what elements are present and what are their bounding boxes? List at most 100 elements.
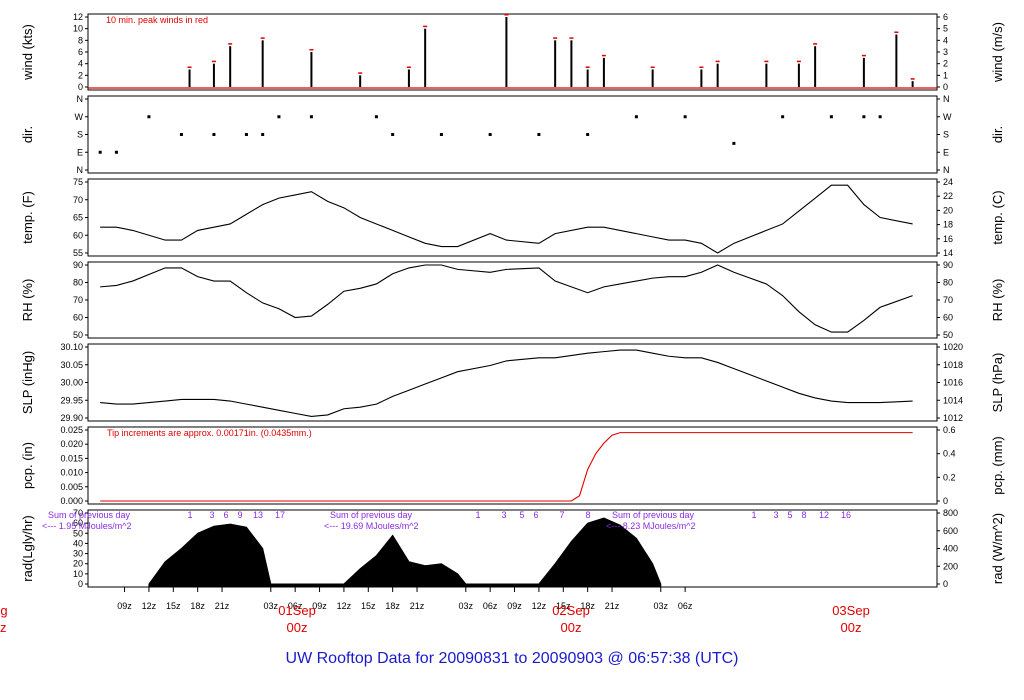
pcp-left-tick-label: 0.025 (60, 425, 83, 435)
wind-right-tick-label: 4 (943, 35, 948, 45)
x-hour-label: 06z (678, 601, 693, 611)
pcp-left-tick-label: 0.010 (60, 468, 83, 478)
slp-left-tick-label: 30.10 (60, 342, 83, 352)
wind-peak-mark (910, 78, 915, 80)
x-hour-label: 03z (459, 601, 474, 611)
wind-peak-mark (894, 31, 899, 33)
rad-hour-mark: 3 (773, 510, 778, 520)
pcp-frame (87, 426, 938, 505)
dir-left-tick-label: N (77, 165, 84, 175)
rad-hour-mark: 3 (501, 510, 506, 520)
slp-series-line (100, 349, 913, 418)
x-hour-label: 12z (532, 601, 547, 611)
dir-point (114, 150, 118, 154)
dir-point (98, 150, 102, 154)
slp-right-tick-label: 1020 (943, 342, 963, 352)
rad-area (148, 517, 662, 588)
wind-right-tick-label: 6 (943, 12, 948, 22)
rh-right-tick-label: 90 (943, 260, 953, 270)
pcp-left-tick-label: 0.020 (60, 439, 83, 449)
rh-frame (87, 261, 938, 339)
wind-left-tick-label: 2 (78, 70, 83, 80)
dir-point (862, 115, 866, 119)
rh-left-tick-label: 50 (73, 330, 83, 340)
panel-rh: 50 60 70 80 90 50 60 70 80 90 RH (%) RH (%) (20, 260, 1005, 340)
x-hour-label: 06z (483, 601, 498, 611)
wind-peak-mark (650, 66, 655, 68)
slp-frame (87, 343, 938, 422)
rh-right-axis-label: RH (%) (990, 279, 1005, 322)
rad-right-axis-label: rad (W/m^2) (990, 513, 1005, 584)
slp-right-tick-label: 1012 (943, 413, 963, 423)
day-date-label: 03Sep (832, 603, 870, 618)
slp-left-axis-label: SLP (inHg) (20, 351, 35, 414)
rad-hour-mark: 5 (787, 510, 792, 520)
wind-peak-mark (228, 43, 233, 45)
rad-hour-mark: 6 (533, 510, 538, 520)
rh-left-tick-label: 60 (73, 313, 83, 323)
wind-peak-mark (585, 66, 590, 68)
temp-series-line (100, 184, 913, 254)
rad-hour-mark: 1 (187, 510, 192, 520)
x-hour-label: 21z (410, 601, 425, 611)
x-hour-label: 09z (507, 601, 522, 611)
dir-point (732, 141, 736, 145)
x-hour-label: 03z (264, 601, 279, 611)
rad-hour-mark: 1 (475, 510, 480, 520)
rh-left-tick-label: 90 (73, 260, 83, 270)
rad-left-tick-label: 50 (73, 528, 83, 538)
dir-right-axis-label: dir. (990, 126, 1005, 143)
wind-left-tick-label: 8 (78, 35, 83, 45)
day-hour-label: 00z (841, 620, 862, 635)
panel-slp: 29.90 29.95 30.00 30.05 30.10 1012 1014 1016 101… (20, 342, 1005, 423)
rad-left-tick-label: 30 (73, 549, 83, 559)
pcp-left-tick-label: 0.005 (60, 482, 83, 492)
dir-point (391, 133, 395, 136)
dir-left-tick-label: E (77, 147, 83, 157)
temp-right-tick-label: 22 (943, 191, 953, 201)
x-hour-label: 06z (288, 601, 303, 611)
wind-peak-mark (260, 37, 265, 39)
rad-left-tick-label: 40 (73, 538, 83, 548)
dir-point (261, 133, 265, 136)
rad-sum-value: <--- 19.69 MJoules/m^2 (324, 521, 419, 531)
temp-frame (87, 178, 938, 257)
rad-sum-value: <--- 8.23 MJoules/m^2 (606, 521, 696, 531)
rh-left-tick-label: 70 (73, 295, 83, 305)
dir-point (829, 115, 833, 119)
slp-left-tick-label: 29.95 (60, 395, 83, 405)
panel-rad: 0102030405060700200400600800rad(Lgly/hr)… (20, 508, 1005, 589)
temp-left-axis-label: temp. (F) (20, 191, 35, 244)
temp-left-tick-label: 65 (73, 213, 83, 223)
panel-temp: 55 60 65 70 75 14 16 18 20 22 24 temp. (F) temp. (C) (20, 177, 1005, 258)
wind-left-axis-label: wind (kts) (20, 24, 35, 81)
pcp-series-line (100, 432, 913, 502)
wind-frame (87, 13, 938, 91)
wind-peak-mark (504, 14, 509, 16)
wind-peak-mark (309, 49, 314, 51)
dir-left-tick-label: N (77, 94, 84, 104)
pcp-right-tick-label: 0 (943, 496, 948, 506)
dir-point (781, 115, 785, 119)
day-date-label: 02Sep (552, 603, 590, 618)
dir-left-tick-label: S (77, 130, 83, 140)
dir-right-tick-label: S (943, 130, 949, 140)
temp-right-tick-label: 14 (943, 248, 953, 258)
rh-right-tick-label: 60 (943, 313, 953, 323)
wind-peak-mark (569, 37, 574, 39)
pcp-right-axis-label: pcp. (mm) (990, 436, 1005, 495)
rad-left-tick-label: 20 (73, 559, 83, 569)
rh-right-tick-label: 50 (943, 330, 953, 340)
day-hour-label: 00z (561, 620, 582, 635)
panel-pcp: 0.000 0.005 0.010 0.015 0.020 0.025 0 0.2 0.4 0.6… (20, 425, 1005, 506)
wind-right-axis-label: wind (m/s) (990, 22, 1005, 83)
temp-left-tick-label: 70 (73, 195, 83, 205)
rh-left-tick-label: 80 (73, 278, 83, 288)
wind-peak-mark (423, 25, 428, 28)
wind-peak-mark (601, 54, 606, 57)
dir-right-tick-label: E (943, 147, 949, 157)
rad-left-tick-label: 0 (78, 579, 83, 589)
dir-point (309, 115, 313, 119)
